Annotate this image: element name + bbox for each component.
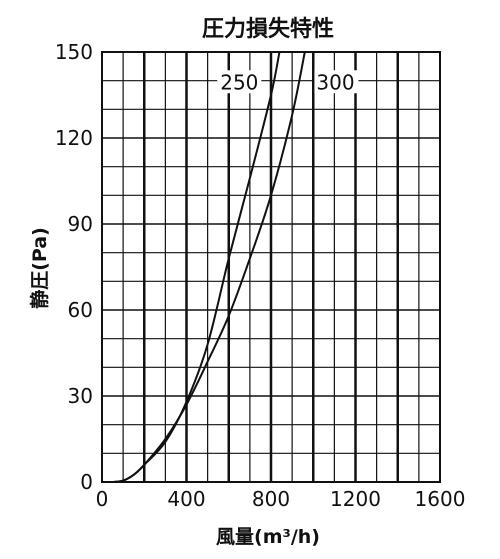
series-label-300: 300 — [316, 70, 354, 94]
x-tick-label: 400 — [167, 487, 205, 511]
y-tick-label: 150 — [55, 40, 93, 64]
x-tick-label: 1200 — [330, 487, 381, 511]
y-tick-label: 0 — [80, 470, 93, 494]
series-label-250: 250 — [220, 70, 258, 94]
x-axis-ticks: 0 400 800 1200 1600 — [96, 487, 466, 511]
series-label-bg — [314, 70, 359, 94]
x-tick-label: 1600 — [415, 487, 466, 511]
y-tick-label: 30 — [68, 384, 93, 408]
y-tick-label: 60 — [68, 298, 93, 322]
y-axis-label: 静圧(Pa) — [28, 227, 51, 309]
x-tick-label: 0 — [96, 487, 109, 511]
x-axis-label: 風量(m³/h) — [216, 526, 320, 548]
y-axis-ticks: 0 30 60 90 120 150 — [55, 40, 93, 494]
series-label-bg — [217, 70, 262, 94]
plot-frame — [101, 51, 441, 483]
series-layer — [112, 51, 306, 483]
series-line-300 — [112, 51, 306, 483]
y-tick-label: 90 — [68, 212, 93, 236]
series-labels: 250 300 — [217, 70, 359, 94]
chart-title: 圧力損失特性 — [202, 16, 334, 42]
y-tick-label: 120 — [55, 126, 93, 150]
grid-lines — [102, 52, 440, 482]
x-tick-label: 800 — [252, 487, 290, 511]
series-line-250 — [112, 51, 281, 483]
